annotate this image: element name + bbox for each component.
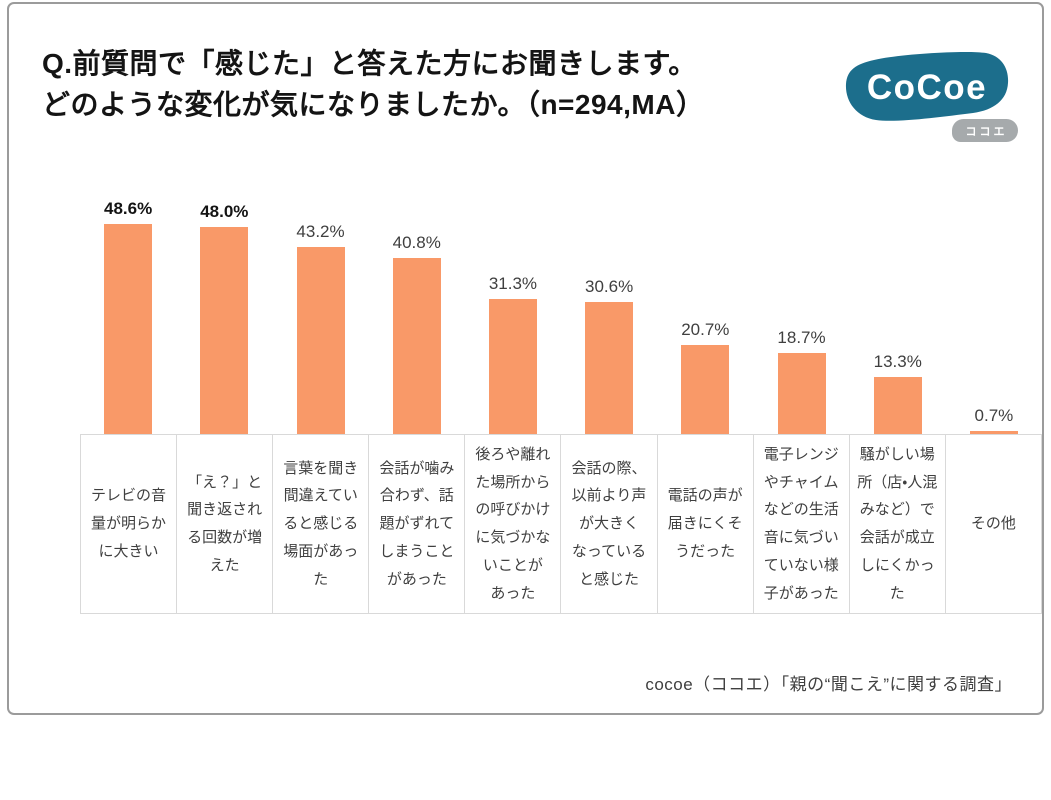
category-label: 騒がしい場所（店・人混みなど）で会話が成立しにくかった — [848, 435, 945, 613]
bar — [200, 226, 249, 434]
bar-column: 18.7% — [753, 190, 849, 434]
value-label: 40.8% — [392, 232, 441, 252]
value-label: 48.6% — [104, 199, 153, 218]
category-label: 電子レンジやチャイムなどの生活音に気づいていない様子があった — [752, 435, 849, 613]
bar — [392, 257, 441, 434]
bar-column: 0.7% — [946, 190, 1042, 434]
bar — [585, 301, 634, 434]
source-caption: cocoe（ココエ）「親の“聞こえ”に関する調査」 — [645, 675, 1012, 694]
category-label: 電話の声が届きにくそうだった — [656, 435, 753, 613]
value-label: 48.0% — [200, 201, 249, 221]
bar-column: 48.6% — [80, 190, 176, 434]
bar-column: 48.0% — [176, 190, 272, 434]
question-title-line2: どのような変化が気になりましたか。（n=294,MA） — [42, 88, 705, 120]
bar-column: 40.8% — [369, 190, 465, 434]
value-label: 30.6% — [585, 276, 634, 296]
bar — [488, 298, 537, 434]
category-label: 後ろや離れた場所からの呼びかけに気づかないことがあった — [464, 435, 560, 613]
category-row: テレビの音量が明らかに大きい 「え？」と聞き返される回数が増えた 言葉を聞き間違えて… — [80, 434, 1042, 614]
bar-column: 20.7% — [657, 190, 753, 434]
value-label: 13.3% — [873, 351, 922, 371]
question-title: Q.前質問で「感じた」と答えた方にお聞きします。 どのような変化が気になりました… — [42, 44, 704, 125]
bar-column: 31.3% — [465, 190, 561, 434]
plot-area: 48.6% 48.0% 43.2% 40.8% 31.3% 30.6% 20.7% 18.7%… — [80, 190, 1042, 434]
bar — [873, 376, 922, 434]
category-label: 言葉を聞き間違えていると感じる場面があった — [272, 435, 368, 613]
value-label: 18.7% — [777, 328, 826, 348]
cocoe-logo-katakana-pill: ココエ — [952, 119, 1018, 142]
value-label: 0.7% — [974, 405, 1014, 425]
category-label: その他 — [944, 435, 1041, 613]
category-label: 会話が噛み合わず、話題がずれてしまうことがあった — [368, 435, 464, 613]
bar — [777, 353, 826, 434]
category-label: 会話の際、以前より声が大きくなっていると感じた — [560, 435, 656, 613]
cocoe-logo: CoCoe ココエ — [843, 50, 1023, 146]
bar-column: 43.2% — [272, 190, 368, 434]
bar-column: 13.3% — [850, 190, 946, 434]
bar — [296, 247, 345, 434]
bar-column: 30.6% — [561, 190, 657, 434]
bar-chart: 48.6% 48.0% 43.2% 40.8% 31.3% 30.6% 20.7% 18.7%… — [80, 190, 1042, 614]
value-label: 31.3% — [488, 273, 538, 293]
category-label: テレビの音量が明らかに大きい — [91, 487, 167, 560]
cocoe-logo-text: CoCoe — [867, 68, 987, 107]
cocoe-logo-blob: CoCoe — [845, 51, 1009, 121]
slide-card: Q.前質問で「感じた」と答えた方にお聞きします。 どのような変化が気になりました… — [7, 2, 1044, 715]
category-label: 「え？」と聞き返される回数が増えた — [176, 435, 272, 613]
bar — [681, 344, 730, 434]
bar — [969, 430, 1018, 434]
value-label: 43.2% — [296, 222, 345, 242]
bar — [104, 224, 153, 434]
value-label: 20.7% — [681, 319, 730, 339]
question-title-line1: Q.前質問で「感じた」と答えた方にお聞きします。 — [42, 48, 697, 79]
